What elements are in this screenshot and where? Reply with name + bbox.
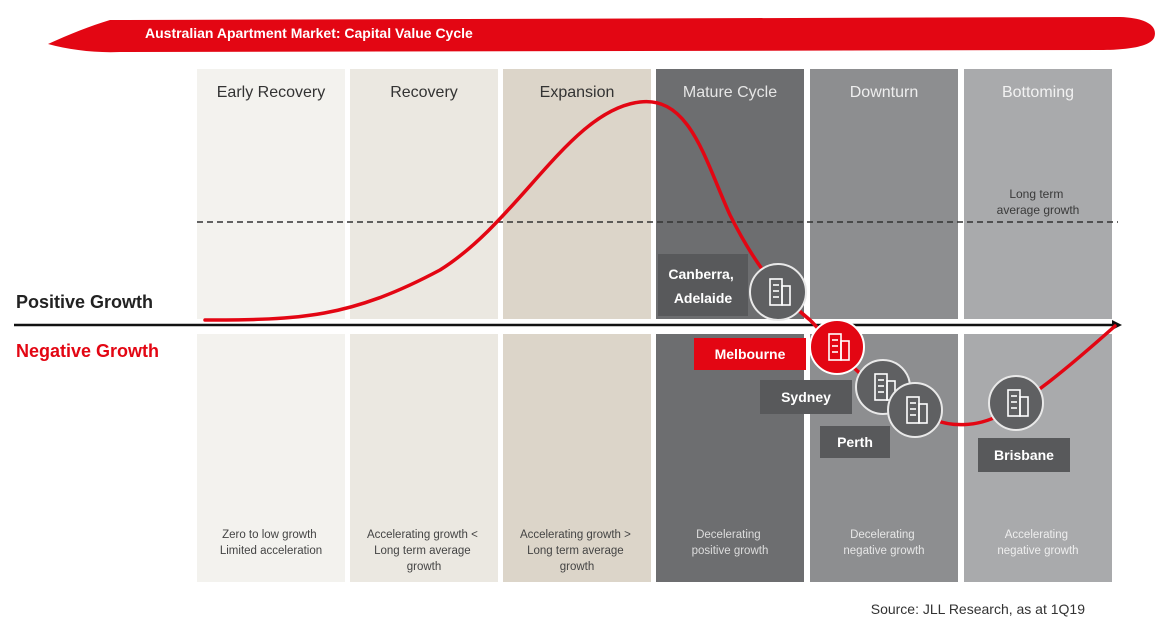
phase-expansion: Expansion xyxy=(503,69,651,582)
phase-column-top xyxy=(197,69,345,319)
phase-column-top xyxy=(810,69,958,319)
phase-early-recovery: Early Recovery xyxy=(197,69,345,582)
city-label-box xyxy=(978,438,1070,472)
building-icon xyxy=(906,396,928,424)
city-label: Sydney xyxy=(781,389,831,405)
title-banner: Australian Apartment Market: Capital Val… xyxy=(48,17,1155,53)
city-brisbane: Brisbane xyxy=(978,375,1070,472)
building-icon xyxy=(769,278,791,306)
phase-descriptions: Zero to low growth Limited acceleration … xyxy=(220,529,1079,573)
cycle-curve xyxy=(203,100,1117,427)
city-label: Perth xyxy=(837,434,873,450)
phase-column-bottom xyxy=(503,334,651,582)
phase-label: Expansion xyxy=(540,84,615,101)
phase-column-bottom xyxy=(350,334,498,582)
city-canberra-adelaide: Canberra, Adelaide xyxy=(658,254,807,321)
building-icon xyxy=(828,333,850,361)
city-label: Brisbane xyxy=(994,447,1054,463)
city-label: Melbourne xyxy=(715,346,786,362)
phase-description-early-recovery: Zero to low growth Limited acceleration xyxy=(220,529,322,557)
city-marker-circle xyxy=(809,319,865,375)
positive-growth-label: Positive Growth xyxy=(16,292,153,312)
negative-growth-label: Negative Growth xyxy=(16,341,159,361)
city-markers: Canberra, Adelaide Melbourne Sydney xyxy=(658,254,1070,472)
banner-brush-stroke xyxy=(48,17,1155,53)
city-melbourne: Melbourne xyxy=(694,319,865,375)
phase-description-bottoming: Accelerating negative growth xyxy=(997,529,1078,557)
city-perth: Perth xyxy=(820,382,943,458)
phase-description-recovery: Accelerating growth < Long term average … xyxy=(367,529,481,573)
phase-label: Early Recovery xyxy=(217,84,325,101)
city-label-box xyxy=(694,338,806,370)
city-label-box xyxy=(760,380,852,414)
phase-column-bottom xyxy=(656,334,804,582)
city-marker-circle xyxy=(988,375,1044,431)
phase-label: Mature Cycle xyxy=(683,84,777,101)
city-marker-circle xyxy=(749,263,807,321)
phase-label: Downturn xyxy=(850,84,918,101)
phase-column-top xyxy=(503,69,651,319)
phase-label: Recovery xyxy=(390,84,458,101)
source-note: Source: JLL Research, as at 1Q19 xyxy=(871,601,1085,617)
phase-column-top xyxy=(350,69,498,319)
phase-description-expansion: Accelerating growth > Long term average … xyxy=(520,529,634,573)
city-label-box xyxy=(658,254,748,316)
phase-description-downturn: Decelerating negative growth xyxy=(843,529,924,557)
city-marker-circle xyxy=(887,382,943,438)
phase-column-bottom xyxy=(197,334,345,582)
banner-title: Australian Apartment Market: Capital Val… xyxy=(145,25,473,41)
phase-label: Bottoming xyxy=(1002,84,1074,101)
phase-description-mature-cycle: Decelerating positive growth xyxy=(692,529,769,557)
city-label-box xyxy=(820,426,890,458)
building-icon xyxy=(1007,389,1029,417)
phase-column-top xyxy=(964,69,1112,319)
city-label: Canberra, Adelaide xyxy=(668,266,737,306)
long-term-average-label: Long term average growth xyxy=(997,187,1080,217)
